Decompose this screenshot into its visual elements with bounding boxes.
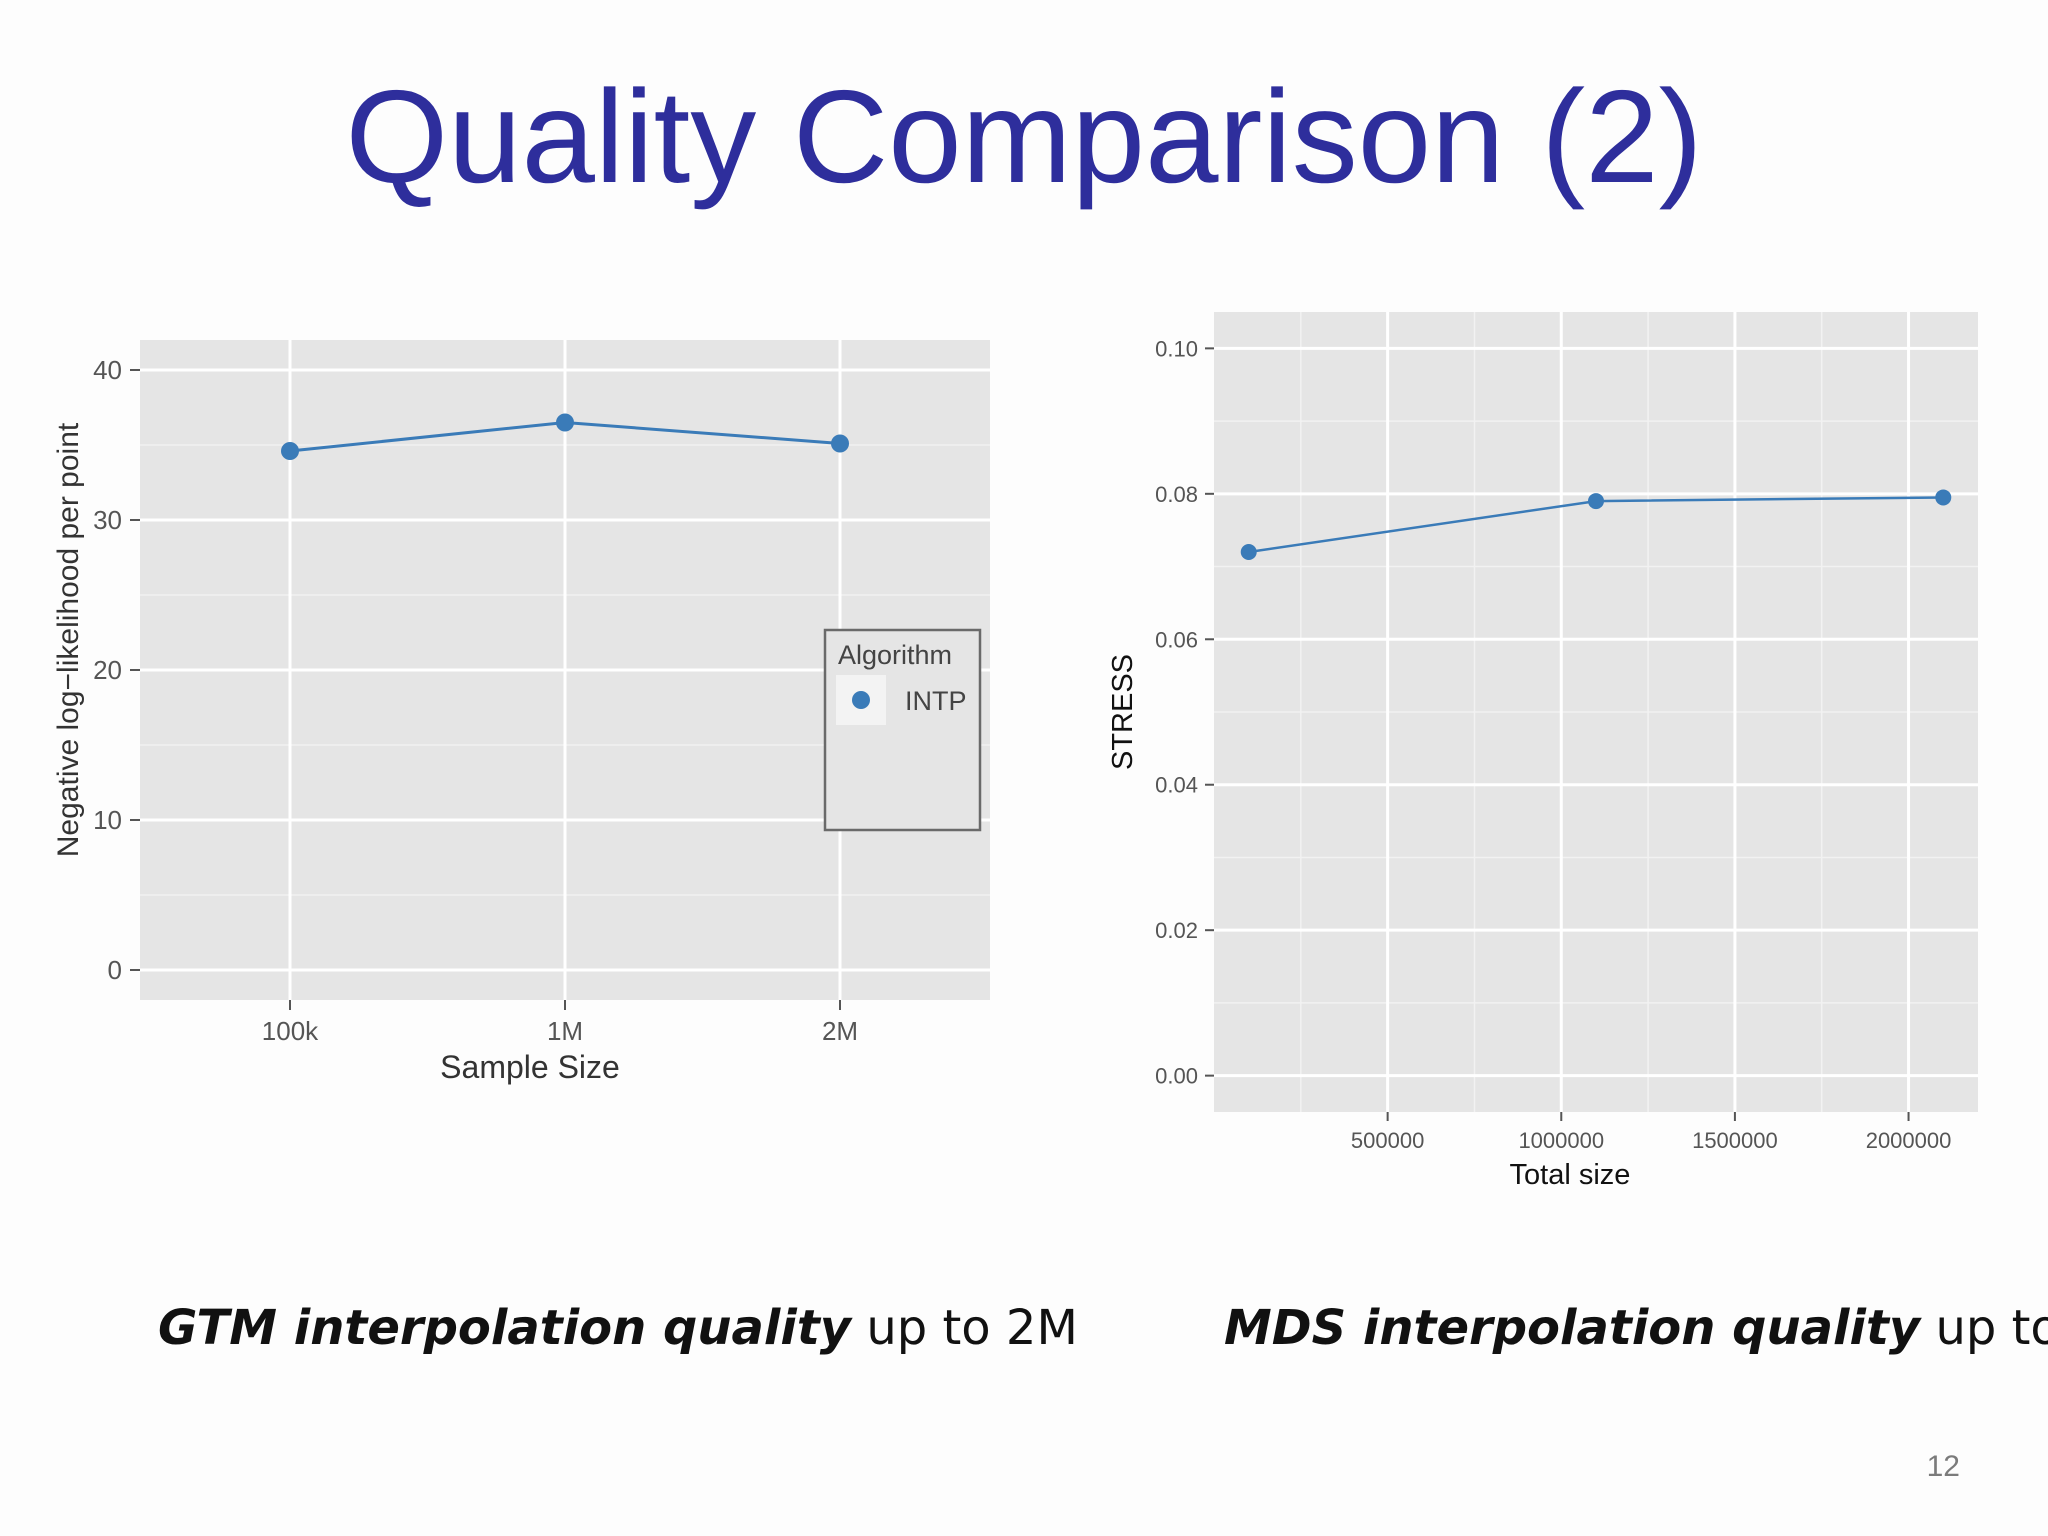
gtm-caption: GTM interpolation quality up to 2M bbox=[158, 1298, 1078, 1358]
y-tick-label: 0.06 bbox=[1155, 627, 1198, 652]
y-tick-label: 40 bbox=[93, 355, 122, 385]
x-tick-label: 1000000 bbox=[1518, 1128, 1604, 1153]
y-axis-label: Negative log−likelihood per point bbox=[52, 422, 85, 857]
y-tick-label: 0.08 bbox=[1155, 482, 1198, 507]
y-tick-label: 10 bbox=[93, 805, 122, 835]
x-axis-label: Total size bbox=[1510, 1159, 1631, 1191]
x-tick-label: 500000 bbox=[1351, 1128, 1424, 1153]
gtm-chart: 0 10 20 30 40 100k 1M 2M Sample Size Negative log… bbox=[52, 340, 990, 1085]
mds-caption-rest: up to 2M bbox=[1935, 1300, 2048, 1356]
y-tick-label: 0.10 bbox=[1155, 336, 1198, 361]
x-tick-label: 100k bbox=[262, 1016, 319, 1046]
legend-label-intp: INTP bbox=[905, 686, 967, 716]
mds-chart: 0.00 0.02 0.04 0.06 0.08 0.10 500000 1000000 150… bbox=[1107, 312, 1978, 1191]
data-point bbox=[1240, 544, 1257, 560]
x-tick-label: 1500000 bbox=[1692, 1128, 1778, 1153]
y-tick-label: 0.00 bbox=[1155, 1064, 1198, 1089]
data-point-intp bbox=[831, 434, 849, 453]
data-point bbox=[1588, 493, 1604, 510]
gtm-caption-rest: up to 2M bbox=[851, 1300, 1078, 1356]
legend-key-intp bbox=[852, 691, 870, 709]
y-tick-label: 0.04 bbox=[1155, 773, 1198, 798]
data-point bbox=[1935, 489, 1952, 506]
slide-title: Quality Comparison (2) bbox=[345, 63, 1703, 210]
legend-title: Algorithm bbox=[838, 640, 952, 670]
data-point-intp bbox=[281, 442, 299, 460]
x-tick-label: 2000000 bbox=[1866, 1128, 1952, 1153]
gtm-caption-emphasis: GTM interpolation quality bbox=[158, 1300, 852, 1356]
y-tick-label: 0.02 bbox=[1155, 918, 1198, 943]
legend-box bbox=[823, 628, 982, 832]
y-axis-label: STRESS bbox=[1107, 654, 1139, 770]
data-point-intp bbox=[556, 413, 574, 432]
mds-caption-emphasis: MDS interpolation quality bbox=[1224, 1300, 1921, 1356]
y-tick-label: 20 bbox=[93, 655, 122, 685]
page-number: 12 bbox=[1926, 1450, 1960, 1483]
y-tick-label: 0 bbox=[108, 955, 122, 985]
mds-caption: MDS interpolation quality up to 2M bbox=[1224, 1298, 2048, 1358]
x-axis-label: Sample Size bbox=[440, 1049, 620, 1085]
x-tick-label: 2M bbox=[822, 1016, 858, 1046]
x-tick-label: 1M bbox=[547, 1016, 583, 1046]
y-tick-label: 30 bbox=[93, 505, 122, 535]
